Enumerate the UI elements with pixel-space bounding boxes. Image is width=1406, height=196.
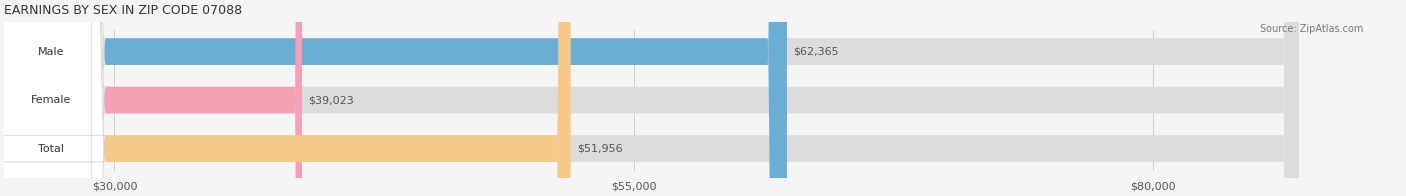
FancyBboxPatch shape [11,0,787,196]
Text: Female: Female [31,95,72,105]
FancyBboxPatch shape [11,0,1299,196]
Text: $62,365: $62,365 [793,47,839,57]
Text: EARNINGS BY SEX IN ZIP CODE 07088: EARNINGS BY SEX IN ZIP CODE 07088 [4,4,242,17]
FancyBboxPatch shape [11,0,1299,196]
FancyBboxPatch shape [11,0,571,196]
Text: Source: ZipAtlas.com: Source: ZipAtlas.com [1260,24,1364,34]
FancyBboxPatch shape [0,0,105,196]
FancyBboxPatch shape [11,0,1299,196]
FancyBboxPatch shape [0,0,105,196]
Text: $39,023: $39,023 [308,95,354,105]
Text: Total: Total [38,144,65,154]
Text: Male: Male [38,47,65,57]
FancyBboxPatch shape [11,0,302,196]
FancyBboxPatch shape [0,0,105,196]
Text: $51,956: $51,956 [576,144,623,154]
